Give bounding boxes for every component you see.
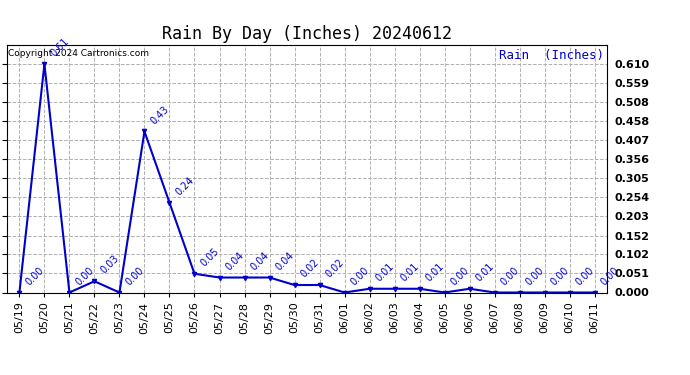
Text: 0.04: 0.04 [274, 250, 296, 272]
Text: 0.00: 0.00 [599, 265, 621, 287]
Text: 0.00: 0.00 [524, 265, 546, 287]
Text: 0.02: 0.02 [324, 257, 346, 279]
Text: 0.00: 0.00 [549, 265, 571, 287]
Text: 0.02: 0.02 [299, 257, 321, 279]
Text: 0.00: 0.00 [574, 265, 596, 287]
Text: 0.00: 0.00 [499, 265, 521, 287]
Text: 0.01: 0.01 [374, 261, 396, 283]
Text: 0.01: 0.01 [474, 261, 496, 283]
Text: 0.00: 0.00 [23, 265, 46, 287]
Text: 0.00: 0.00 [348, 265, 371, 287]
Text: 0.01: 0.01 [399, 261, 421, 283]
Text: 0.00: 0.00 [448, 265, 471, 287]
Title: Rain By Day (Inches) 20240612: Rain By Day (Inches) 20240612 [162, 26, 452, 44]
Text: 0.04: 0.04 [248, 250, 271, 272]
Text: 0.04: 0.04 [224, 250, 246, 272]
Text: 0.00: 0.00 [74, 265, 96, 287]
Text: 0.61: 0.61 [48, 36, 71, 58]
Text: Rain  (Inches): Rain (Inches) [499, 49, 604, 62]
Text: 0.43: 0.43 [148, 104, 171, 126]
Text: 0.05: 0.05 [199, 246, 221, 268]
Text: 0.00: 0.00 [124, 265, 146, 287]
Text: Copyright 2024 Cartronics.com: Copyright 2024 Cartronics.com [8, 49, 149, 58]
Text: 0.24: 0.24 [174, 175, 196, 197]
Text: 0.03: 0.03 [99, 254, 121, 276]
Text: 0.01: 0.01 [424, 261, 446, 283]
